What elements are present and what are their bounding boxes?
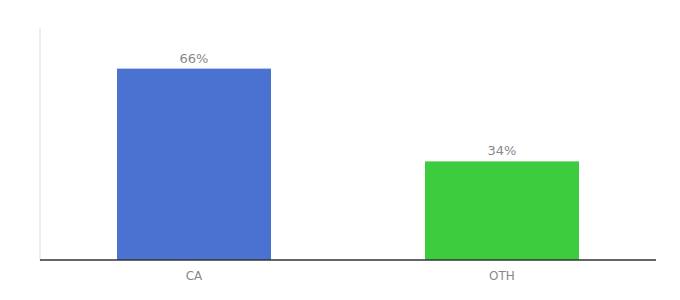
bars [117,69,579,260]
x-tick-label: OTH [489,269,515,283]
chart-container: 66% 34% CA OTH [0,0,680,300]
data-label: 34% [488,143,517,158]
chart-svg: 66% 34% CA OTH [0,0,680,300]
bar [425,161,579,260]
data-label: 66% [180,51,209,66]
x-tick-label: CA [186,269,203,283]
bar [117,69,271,260]
x-axis-line [40,259,656,261]
y-axis-line [40,28,41,260]
